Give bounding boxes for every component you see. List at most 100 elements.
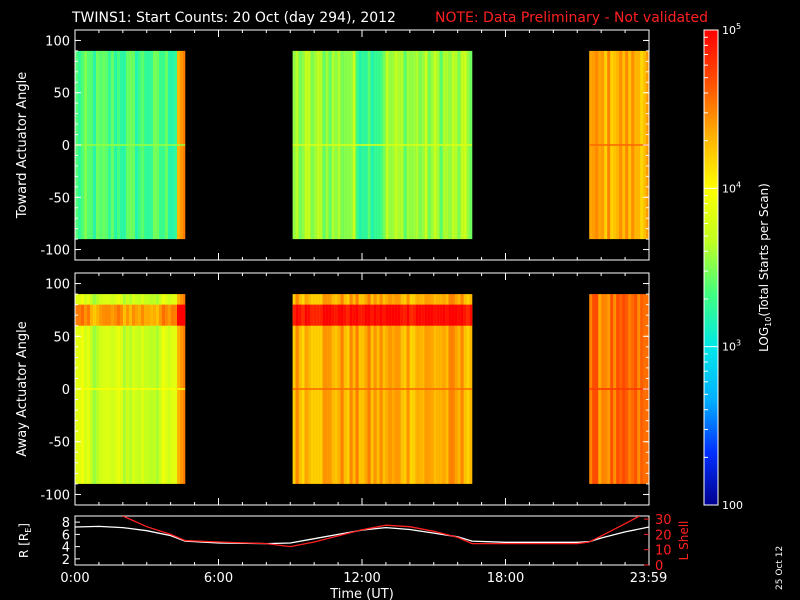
y-tick-label: 100 <box>45 278 70 293</box>
heatmap-cell <box>159 304 163 326</box>
y-tick-label: 0 <box>62 139 70 154</box>
heatmap-cell <box>352 304 356 326</box>
y2-tick-label: 30 <box>655 513 672 528</box>
heatmap-cell <box>385 304 389 326</box>
lshell-series-line <box>122 516 640 548</box>
heatmap-cell <box>301 304 305 326</box>
heatmap-segment <box>292 50 473 240</box>
heatmap-cell <box>379 304 383 326</box>
heatmap-cell <box>430 304 434 326</box>
y2-axis-label: L Shell <box>677 521 691 561</box>
heatmap-cell <box>400 304 404 326</box>
heatmap-cell <box>364 304 368 326</box>
heatmap-cell <box>373 304 377 326</box>
heatmap-cell <box>174 304 178 326</box>
y-tick-label: -100 <box>40 488 70 503</box>
heatmap-cell <box>376 304 380 326</box>
heatmap-cell <box>295 304 299 326</box>
heatmap-cell <box>442 304 446 326</box>
heatmap-cell <box>162 304 166 326</box>
colorbar: 105 104 103 100 LOG10(Total Starts per Scan) <box>703 22 773 512</box>
colorbar-tick-label: 100 <box>722 499 743 512</box>
heatmap-cell <box>135 304 139 326</box>
heatmap-cell <box>463 304 467 326</box>
x-tick-label: 23:59 <box>630 571 667 586</box>
heatmap-cell <box>132 304 136 326</box>
heatmap-cell <box>466 304 470 326</box>
heatmap-cell <box>81 304 85 326</box>
heatmap-cell <box>99 304 103 326</box>
heatmap-cell <box>144 304 148 326</box>
heatmap-cell <box>382 304 386 326</box>
zero-angle-line <box>589 388 649 390</box>
heatmap-cell <box>114 304 118 326</box>
colorbar-tick-label: 103 <box>722 339 741 354</box>
y-tick-label: 50 <box>53 87 70 102</box>
heatmap-cell <box>180 304 184 326</box>
heatmap-cell <box>84 304 88 326</box>
chart-title: TWINS1: Start Counts: 20 Oct (day 294), … <box>71 10 396 26</box>
heatmap-cell <box>343 304 347 326</box>
heatmap-cell <box>126 304 130 326</box>
heatmap-cell <box>153 304 157 326</box>
heatmap-cell <box>370 304 374 326</box>
y-tick-label: 8 <box>62 516 70 531</box>
preliminary-note: NOTE: Data Preliminary - Not validated <box>435 10 708 26</box>
heatmap-cell <box>141 304 145 326</box>
y-axis-label: Toward Actuator Angle <box>15 72 30 219</box>
heatmap-cell <box>120 304 124 326</box>
heatmap-cell <box>129 304 133 326</box>
heatmap-cell <box>150 304 154 326</box>
heatmap-segment <box>589 294 650 484</box>
heatmap-cell <box>307 304 311 326</box>
heatmap-segment <box>292 294 473 484</box>
heatmap-cell <box>138 304 142 326</box>
zero-angle-line <box>75 144 186 146</box>
heatmap-cell <box>168 304 172 326</box>
y-tick-label: 2 <box>62 553 70 568</box>
heatmap-cell <box>325 304 329 326</box>
heatmap-segment <box>75 50 186 240</box>
heatmap-cell <box>328 304 332 326</box>
panel-frame <box>74 515 650 566</box>
heatmap-cell <box>403 304 407 326</box>
heatmap-cell <box>108 304 112 326</box>
heatmap-cell <box>102 304 106 326</box>
heatmap-cell <box>316 304 320 326</box>
away-angle-panel: 100 50 0 -50 -100 Away Actuator Angle <box>15 272 650 506</box>
y-tick-label: 4 <box>62 541 70 556</box>
heatmap-cell <box>412 304 416 326</box>
heatmap-cell <box>460 304 464 326</box>
y-axis-label: R [RE] <box>17 523 33 558</box>
heatmap-cell <box>87 304 91 326</box>
heatmap-cell <box>96 304 100 326</box>
zero-angle-line <box>75 388 186 390</box>
heatmap-cell <box>361 304 365 326</box>
y2-tick-label: 0 <box>655 559 663 574</box>
zero-angle-line <box>292 144 473 146</box>
heatmap-cell <box>421 304 425 326</box>
heatmap-cell <box>394 304 398 326</box>
heatmap-cell <box>111 304 115 326</box>
heatmap-cell <box>418 304 422 326</box>
heatmap-cell <box>427 304 431 326</box>
heatmap-cell <box>367 304 371 326</box>
heatmap-cell <box>355 304 359 326</box>
heatmap-cell <box>171 304 175 326</box>
heatmap-cell <box>331 304 335 326</box>
heatmap-cell <box>123 304 127 326</box>
heatmap-cell <box>105 304 109 326</box>
heatmap-cell <box>424 304 428 326</box>
heatmap-cell <box>304 304 308 326</box>
zero-angle-line <box>589 144 649 146</box>
y-tick-label: -50 <box>49 436 70 451</box>
heatmap-cell <box>147 304 151 326</box>
y-tick-label: 100 <box>45 34 70 49</box>
heatmap-cell <box>448 304 452 326</box>
heatmap-cell <box>415 304 419 326</box>
y-axis-label: Away Actuator Angle <box>15 321 30 456</box>
heatmap-cell <box>177 304 181 326</box>
heatmap-cell <box>409 304 413 326</box>
